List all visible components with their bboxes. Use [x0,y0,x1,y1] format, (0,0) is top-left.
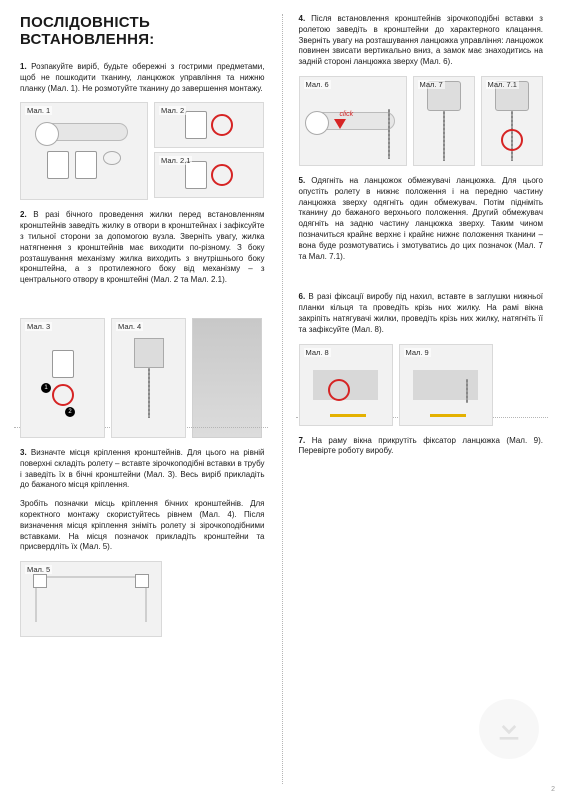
click-label: click [340,111,354,118]
step-1-num: 1. [20,62,27,71]
step-3-body-b: Зробіть позначки місць кріплення бічних … [20,499,265,551]
callout-1: 1 [41,383,51,393]
left-column: ПОСЛІДОВНІСТЬ ВСТАНОВЛЕННЯ: 1. Розпакуйт… [0,0,283,799]
figure-6: Мал. 6 click [299,76,407,166]
step-6-body: В разі фіксації виробу під нахил, вставт… [299,292,544,333]
figure-2-1-content [185,161,233,189]
figure-1: Мал. 1 [20,102,148,200]
figure-row-1: Мал. 1 Мал. 2 Мал. 2.1 [20,102,265,200]
step-2-body: В разі бічного проведення жилки перед вс… [20,210,265,284]
figure-8: Мал. 8 [299,344,393,426]
step-7-num: 7. [299,436,306,445]
step-4-body: Після встановлення кронштейнів зірочкопо… [299,14,544,66]
figure-1-parts [47,151,121,179]
spacer [20,294,265,312]
bracket-icon [185,161,207,189]
step-3-body-a: Визначте місця кріплення кронштейнів. Дл… [20,448,265,489]
step-5-body: Одягніть на ланцюжок обмежувачі ланцюжка… [299,176,544,261]
figure-frame-extra [192,318,262,438]
figure-7: Мал. 7 [413,76,475,166]
figure-row-6-7: Мал. 6 click Мал. 7 Мал. 7.1 [299,76,544,166]
figure-5: Мал. 5 [20,561,162,637]
highlight-circle-icon [52,384,74,406]
figure-3: Мал. 3 1 2 [20,318,105,438]
chain-icon [443,111,445,161]
chain-icon [466,379,468,403]
step-3-text-b: Зробіть позначки місць кріплення бічних … [20,499,265,553]
figure-2-content [185,111,233,139]
step-1-body: Розпакуйте виріб, будьте обережні з гост… [20,62,265,93]
roller-illustration [40,123,128,141]
figure-4-label: Мал. 4 [116,322,143,331]
figure-9-label: Мал. 9 [404,348,431,357]
step-3-num: 3. [20,448,27,457]
step-6-text: 6. В разі фіксації виробу під нахил, вст… [299,292,544,335]
chain-icon [388,109,390,159]
watermark-icon [479,699,539,759]
step-5-num: 5. [299,176,306,185]
figure-row-5: Мал. 5 [20,561,265,637]
step-2-num: 2. [20,210,27,219]
step-3-text-a: 3. Визначте місця кріплення кронштейнів.… [20,448,265,491]
corner-bracket-icon [33,574,47,588]
highlight-circle-icon [211,114,233,136]
bracket-icon [75,151,97,179]
figure-7-label: Мал. 7 [418,80,445,89]
screwdriver-icon [430,414,466,417]
step-5-text: 5. Одягніть на ланцюжок обмежувачі ланцю… [299,176,544,262]
figure-2-stack: Мал. 2 Мал. 2.1 [154,102,264,200]
corner-bracket-icon [135,574,149,588]
figure-3-label: Мал. 3 [25,322,52,331]
highlight-circle-icon [501,129,523,151]
figure-6-label: Мал. 6 [304,80,331,89]
right-column: 4. Після встановлення кронштейнів зірочк… [283,0,565,799]
figure-7-1-label: Мал. 7.1 [486,80,519,89]
part-icon [103,151,121,165]
vertical-divider [282,14,283,784]
step-7-body: На раму вікна прикрутіть фіксатор ланцюж… [299,436,544,456]
step-1-text: 1. Розпакуйте виріб, будьте обережні з г… [20,62,265,94]
page-number: 2 [551,786,555,793]
callout-2: 2 [65,407,75,417]
arrow-down-icon [334,119,346,129]
figure-row-3-4: Мал. 3 1 2 Мал. 4 [20,318,265,438]
figure-9: Мал. 9 [399,344,493,426]
bracket-icon [47,151,69,179]
figure-1-label: Мал. 1 [25,106,52,115]
spacer [299,270,544,292]
step-2-text: 2. В разі бічного проведення жилки перед… [20,210,265,286]
download-arrow-icon [493,713,525,745]
figure-2-1: Мал. 2.1 [154,152,264,198]
figure-8-label: Мал. 8 [304,348,331,357]
figure-2-label: Мал. 2 [159,106,186,115]
screwdriver-icon [330,414,366,417]
highlight-circle-icon [328,379,350,401]
fabric-icon [413,370,477,400]
window-frame-icon [35,576,147,622]
bracket-icon [52,350,74,378]
step-7-text: 7. На раму вікна прикрутіть фіксатор лан… [299,436,544,458]
bracket-mount-icon [134,338,164,368]
figure-5-label: Мал. 5 [25,565,52,574]
step-4-text: 4. Після встановлення кронштейнів зірочк… [299,14,544,68]
figure-row-8-9: Мал. 8 Мал. 9 [299,344,544,426]
figure-4: Мал. 4 [111,318,186,438]
step-4-num: 4. [299,14,306,23]
bracket-icon [185,111,207,139]
highlight-circle-icon [211,164,233,186]
chain-icon [148,368,150,418]
figure-2: Мал. 2 [154,102,264,148]
step-6-num: 6. [299,292,306,301]
figure-7-1: Мал. 7.1 [481,76,543,166]
page-title: ПОСЛІДОВНІСТЬ ВСТАНОВЛЕННЯ: [20,14,265,48]
figure-2-1-label: Мал. 2.1 [159,156,192,165]
